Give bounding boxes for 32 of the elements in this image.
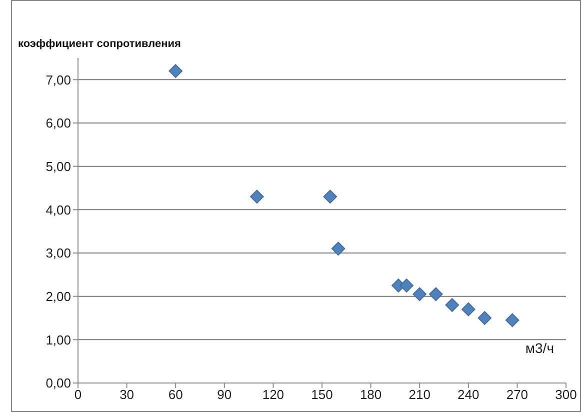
y-tick-label: 3,00 — [46, 246, 71, 261]
y-tick-label: 5,00 — [46, 158, 71, 174]
point — [400, 278, 414, 292]
x-tick-label: 60 — [168, 387, 183, 402]
x-tick-label: 240 — [458, 387, 480, 402]
y-axis-title: коэффициент сопротивления — [18, 38, 181, 50]
y-tick-label: 6,00 — [46, 116, 71, 131]
x-tick-label: 180 — [360, 387, 382, 402]
point — [478, 311, 492, 325]
point — [331, 242, 346, 256]
x-tick-label: 90 — [217, 387, 232, 402]
y-tick-label: 1,00 — [46, 332, 71, 348]
y-tick-label: 7,00 — [46, 72, 71, 88]
x-tick-label: 30 — [120, 387, 134, 402]
x-tick-label: 300 — [555, 387, 577, 402]
point — [445, 298, 460, 312]
y-tick-label: 4,00 — [46, 202, 71, 218]
point — [462, 302, 476, 316]
point — [250, 190, 264, 204]
point — [505, 313, 520, 328]
x-tick-label: 120 — [262, 387, 284, 402]
y-tick-label: 0,00 — [46, 376, 71, 391]
y-tick-label: 2,00 — [46, 288, 71, 304]
point — [412, 287, 426, 302]
x-tick-label: 270 — [506, 387, 528, 402]
point — [168, 64, 182, 78]
x-tick-label: 0 — [74, 387, 82, 402]
x-tick-label: 210 — [408, 387, 430, 402]
x-axis-title: м3/ч — [525, 340, 554, 356]
point — [323, 190, 338, 204]
x-tick-label: 150 — [311, 387, 333, 402]
point — [428, 287, 443, 302]
